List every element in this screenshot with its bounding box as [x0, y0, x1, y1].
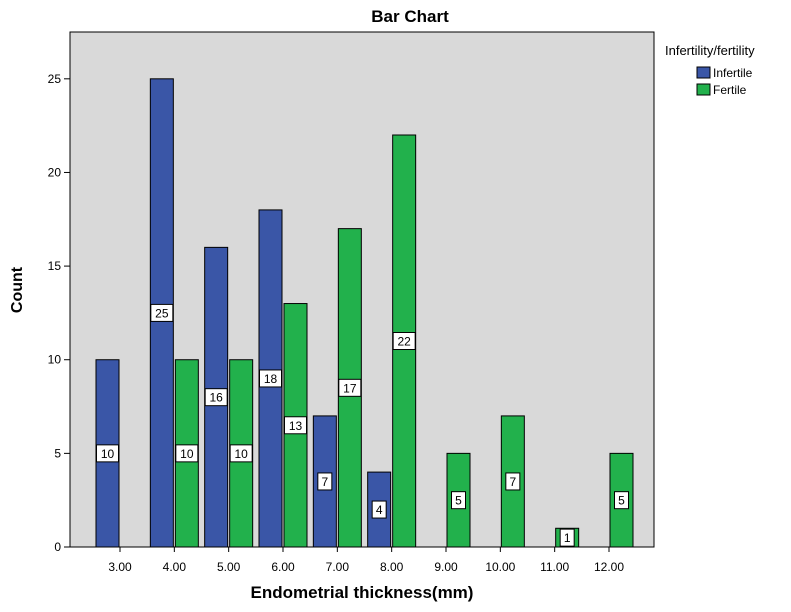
data-label: 1 — [564, 531, 571, 545]
legend-label-infertile: Infertile — [713, 66, 753, 80]
data-label-box — [505, 472, 521, 491]
data-label: 13 — [289, 419, 303, 433]
x-tick-label: 8.00 — [380, 560, 404, 574]
legend-swatch-fertile — [696, 83, 711, 96]
y-tick-label: 10 — [48, 353, 62, 367]
legend: Infertility/fertility Infertile Fertile — [665, 43, 755, 97]
data-label-box — [259, 369, 282, 388]
data-label: 18 — [264, 372, 278, 386]
y-axis-label: Count — [9, 266, 26, 313]
data-label: 5 — [455, 494, 462, 508]
y-axis: 0 5 10 15 20 25 — [48, 72, 70, 554]
data-label: 25 — [155, 306, 169, 320]
data-label: 4 — [376, 503, 383, 517]
y-tick-label: 25 — [48, 72, 62, 86]
x-tick-label: 3.00 — [108, 560, 132, 574]
y-tick-label: 0 — [54, 540, 61, 554]
y-tick-label: 15 — [48, 259, 62, 273]
data-label: 10 — [180, 447, 194, 461]
x-tick-label: 4.00 — [163, 560, 187, 574]
legend-items: Infertile Fertile — [696, 66, 753, 97]
x-tick-label: 5.00 — [217, 560, 241, 574]
x-tick-label: 7.00 — [326, 560, 350, 574]
legend-swatch-infertile — [696, 66, 711, 79]
data-label-box — [317, 472, 333, 491]
x-tick-label: 12.00 — [594, 560, 624, 574]
data-label: 5 — [618, 494, 625, 508]
data-label: 10 — [101, 447, 115, 461]
data-label-box — [371, 500, 387, 519]
x-axis-label: Endometrial thickness(mm) — [251, 583, 474, 602]
x-tick-label: 9.00 — [434, 560, 458, 574]
data-label-box — [204, 388, 228, 407]
data-labels-layer: 10 25 16 18 7 4 10 10 13 17 22 5 7 1 5 — [96, 303, 629, 547]
data-label: 10 — [234, 447, 248, 461]
legend-label-fertile: Fertile — [713, 83, 747, 97]
data-label-box — [175, 444, 199, 463]
data-label: 22 — [397, 335, 411, 349]
x-axis: 3.00 4.00 5.00 6.00 7.00 8.00 9.00 10.00 11.00 12… — [108, 547, 624, 574]
data-label-box — [96, 444, 119, 463]
chart-title: Bar Chart — [371, 7, 449, 26]
legend-title: Infertility/fertility — [665, 43, 755, 58]
data-label-box — [451, 491, 466, 510]
data-label-box — [614, 491, 629, 510]
data-label: 7 — [321, 475, 328, 489]
data-label-box — [284, 416, 307, 435]
y-tick-label: 5 — [54, 446, 61, 460]
data-label-box — [229, 444, 253, 463]
data-label-box — [392, 332, 416, 350]
data-label: 17 — [343, 381, 357, 395]
data-label: 16 — [209, 391, 223, 405]
data-label-box — [559, 528, 575, 547]
x-tick-label: 11.00 — [540, 560, 569, 574]
y-tick-label: 20 — [48, 165, 62, 179]
data-label: 7 — [509, 475, 516, 489]
x-tick-label: 6.00 — [271, 560, 295, 574]
data-label-box — [338, 378, 362, 397]
x-tick-label: 10.00 — [485, 560, 515, 574]
data-label-box — [150, 303, 174, 322]
